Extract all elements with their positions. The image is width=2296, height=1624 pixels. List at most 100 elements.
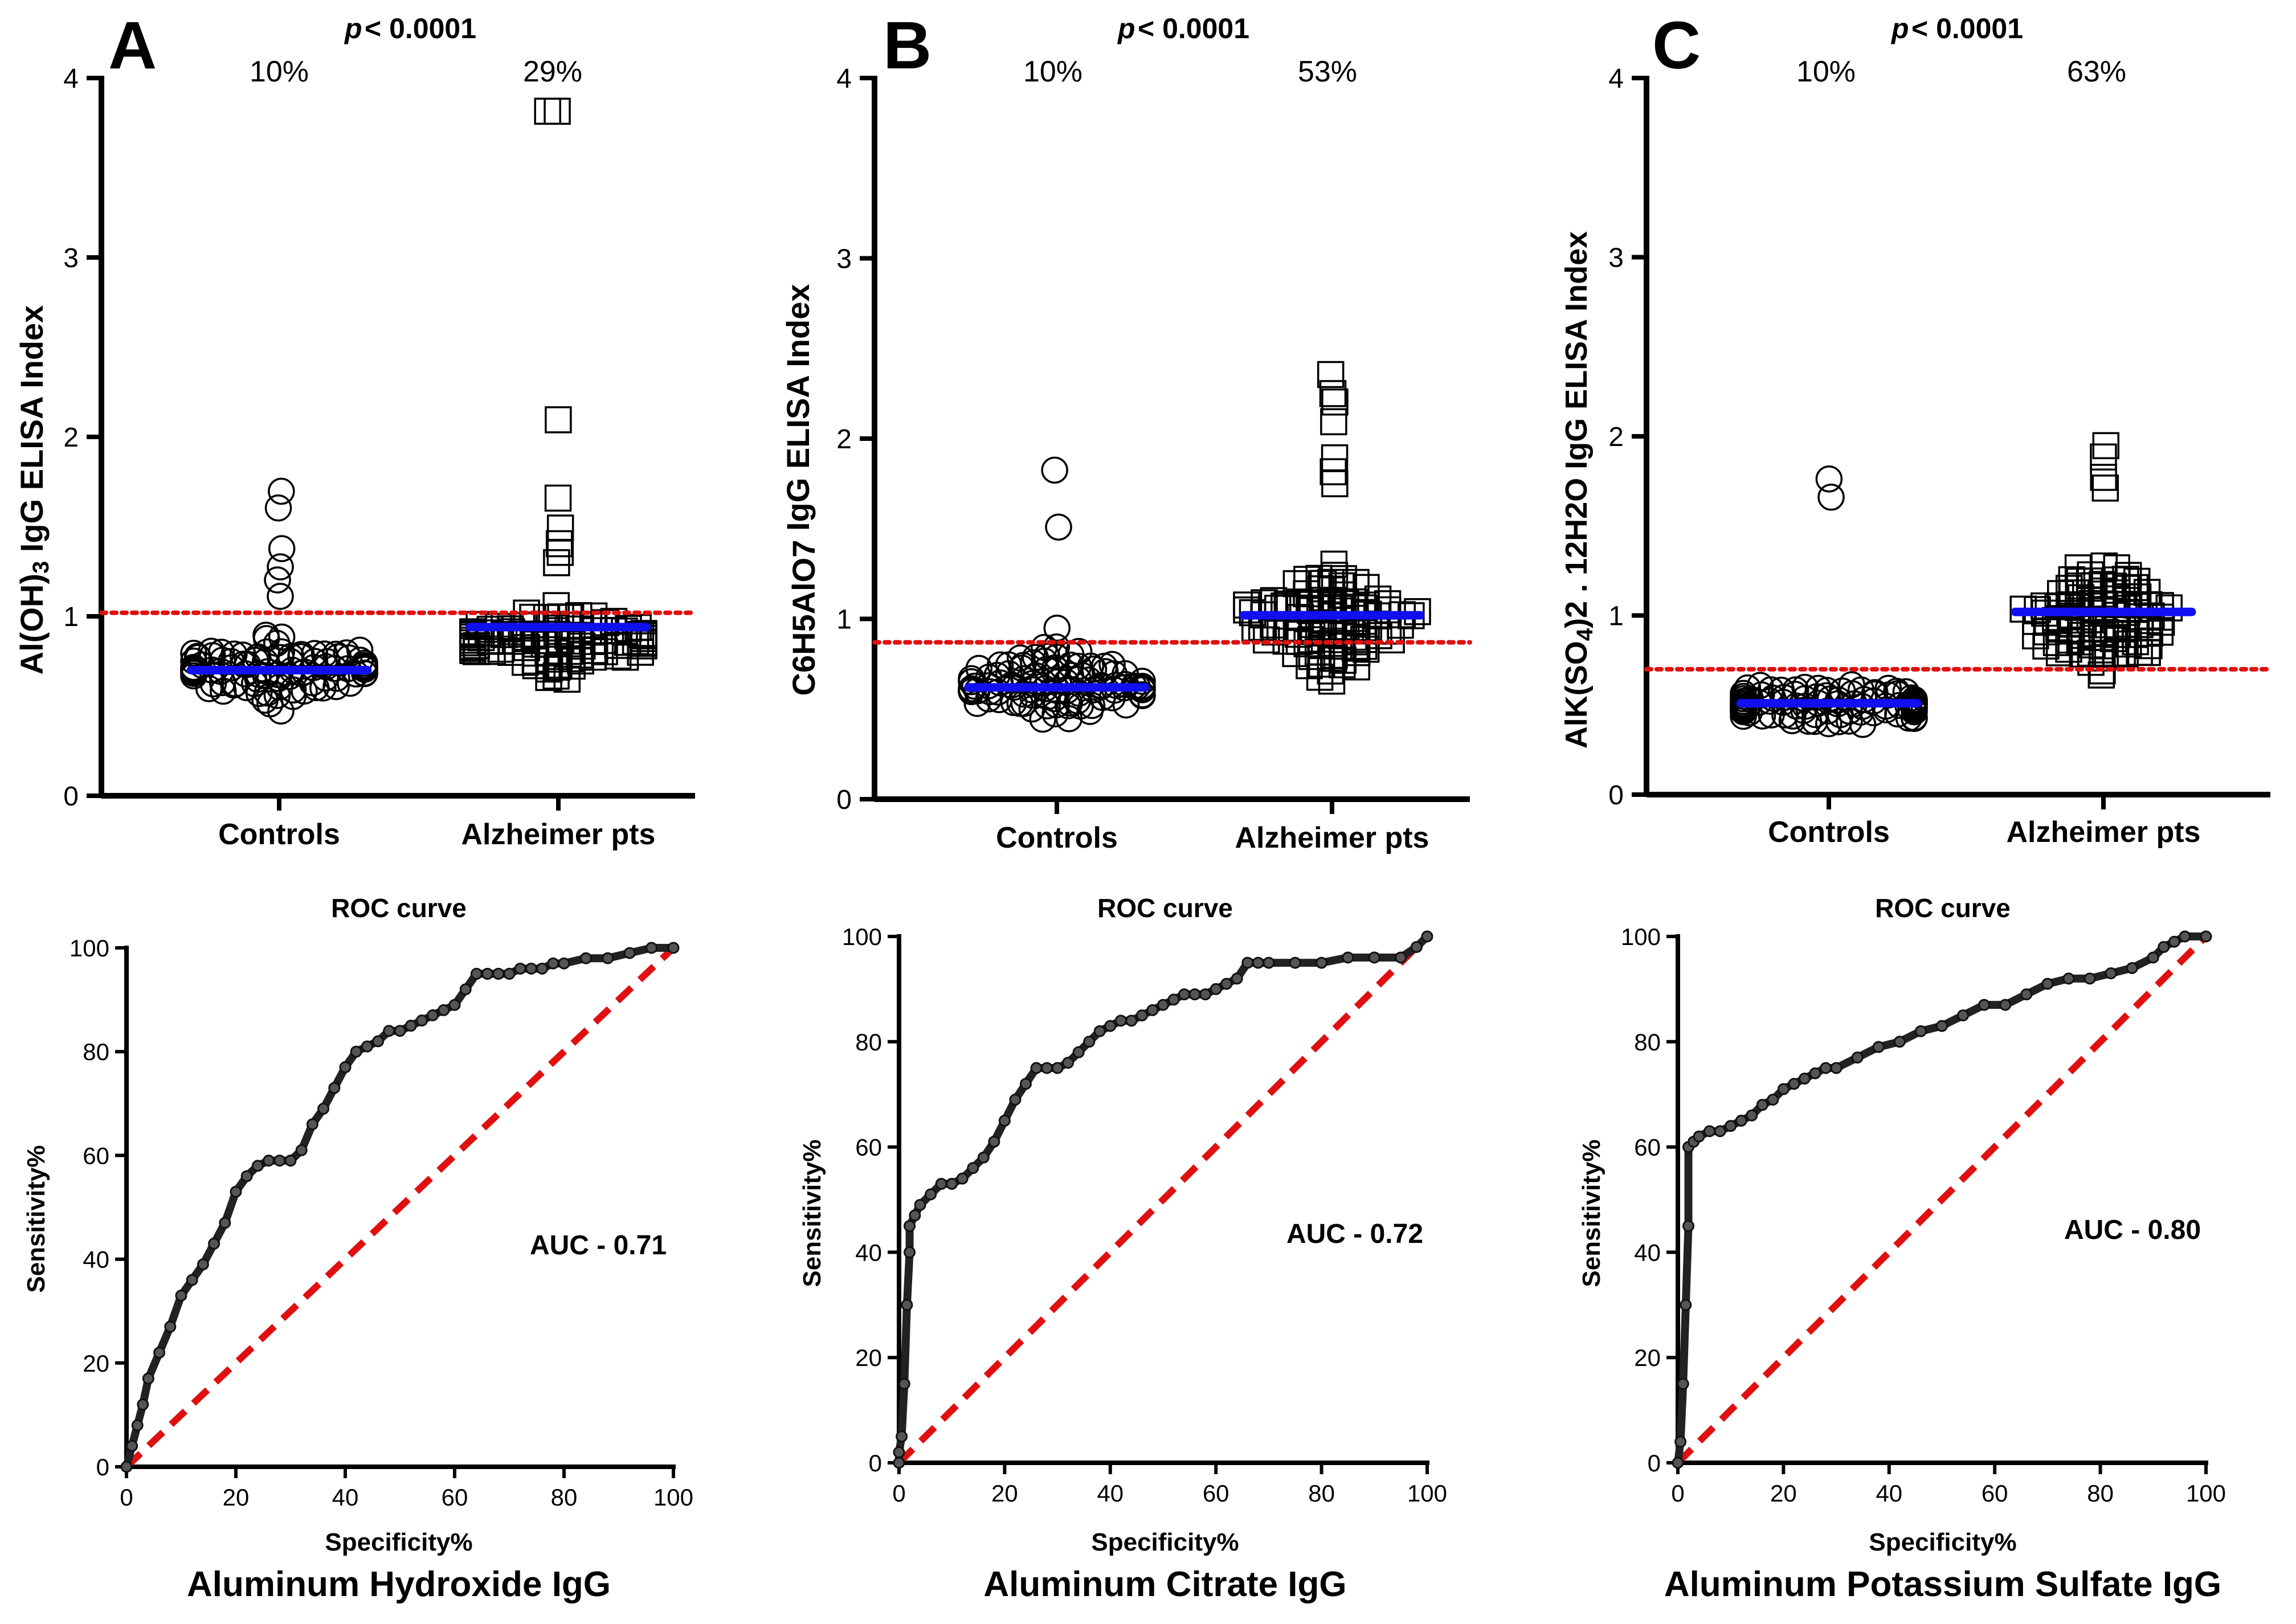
data-point-controls: [1849, 711, 1877, 738]
roc-y-tick-label: 100: [842, 923, 882, 950]
data-point-alzheimer: [1321, 388, 1349, 416]
data-point-alzheimer: [2090, 443, 2117, 471]
roc-point: [2062, 972, 2075, 985]
data-point-alzheimer: [542, 592, 570, 619]
roc-plot-area: 0 20 40 60 80 100 0 20 40 60 80 100: [1621, 923, 2226, 1507]
roc-point: [1872, 1041, 1885, 1053]
roc-point: [1241, 956, 1254, 969]
data-point-alzheimer: [630, 620, 657, 647]
data-point-controls: [1022, 644, 1049, 671]
data-point-alzheimer: [1282, 570, 1310, 598]
roc-point: [1125, 1015, 1138, 1027]
roc-point: [328, 1082, 341, 1094]
scatter-panel-b: B p < 0.0001 10% 53% C6H5AlO7 IgG ELISA …: [780, 8, 1472, 854]
data-point-alzheimer: [2055, 575, 2083, 602]
roc-y-axis-label: Sensitivity%: [798, 1139, 826, 1287]
data-point-controls: [1041, 456, 1068, 484]
roc-point: [1830, 1062, 1842, 1074]
roc-point: [1368, 951, 1380, 964]
data-point-controls: [252, 625, 280, 652]
roc-point: [481, 968, 494, 980]
data-point-controls: [267, 553, 294, 580]
data-point-controls: [279, 682, 307, 710]
roc-point: [525, 962, 537, 975]
p-value-label: p: [344, 13, 362, 44]
roc-point: [1210, 983, 1222, 995]
roc-point: [197, 1258, 209, 1271]
roc-point: [142, 1372, 154, 1385]
y-tick-label: 1: [63, 602, 79, 632]
roc-point: [893, 1446, 905, 1459]
roc-point: [2147, 951, 2159, 964]
data-point-alzheimer: [534, 97, 561, 125]
roc-point: [372, 1035, 385, 1048]
data-point-alzheimer: [522, 652, 550, 680]
data-point-controls: [1007, 644, 1034, 672]
roc-y-tick-label: 60: [1634, 1134, 1661, 1161]
roc-point: [2083, 972, 2096, 985]
data-point-alzheimer: [1309, 609, 1337, 637]
y-tick-label: 1: [836, 605, 852, 635]
data-point-controls: [965, 654, 993, 682]
roc-point: [1788, 1078, 1800, 1090]
roc-point: [1030, 1062, 1043, 1074]
roc-point: [935, 1177, 947, 1190]
data-point-controls: [1055, 705, 1083, 733]
roc-title: ROC curve: [1097, 893, 1233, 923]
roc-point: [164, 1320, 177, 1333]
roc-point: [896, 1430, 908, 1443]
percent-label-alzheimer: 29%: [523, 55, 582, 88]
roc-point: [1978, 999, 1991, 1011]
y-axis-label: Al(OH)3 IgG ELISA Index: [14, 305, 54, 675]
roc-point: [1957, 1009, 1970, 1022]
roc-point: [1252, 956, 1264, 969]
roc-x-tick-label: 20: [223, 1484, 250, 1511]
roc-y-axis-label: Sensitivity%: [22, 1145, 50, 1292]
roc-reference-diagonal: [896, 934, 1430, 1466]
roc-point: [284, 1155, 297, 1167]
roc-point: [623, 947, 636, 959]
roc-point: [230, 1185, 242, 1198]
roc-point: [120, 1461, 133, 1473]
roc-point: [998, 1114, 1011, 1127]
roc-x-tick-label: 60: [1203, 1480, 1229, 1507]
roc-point: [415, 1015, 428, 1027]
panel-letter: C: [1652, 8, 1701, 83]
roc-point: [2158, 940, 2170, 953]
data-point-alzheimer: [1330, 565, 1358, 592]
roc-point: [967, 1162, 979, 1175]
roc-point: [2126, 962, 2138, 974]
data-point-controls: [1080, 655, 1108, 683]
roc-point: [536, 962, 549, 975]
roc-point: [126, 1440, 138, 1453]
roc-point: [1421, 930, 1433, 943]
roc-x-tick-label: 40: [332, 1484, 359, 1511]
data-point-controls: [195, 675, 223, 702]
scatter-panel-a: A p < 0.0001 10% 29% Al(OH)3 IgG ELISA I…: [14, 8, 697, 851]
roc-point: [2200, 930, 2212, 943]
data-point-alzheimer: [1320, 550, 1348, 578]
data-point-controls: [309, 674, 337, 702]
roc-point: [602, 952, 614, 964]
roc-y-tick-label: 80: [855, 1029, 882, 1056]
roc-point: [925, 1188, 937, 1201]
roc-point: [1677, 1377, 1689, 1390]
roc-x-tick-label: 20: [991, 1480, 1018, 1507]
roc-y-tick-label: 20: [83, 1350, 109, 1377]
y-axis-label: AlK(SO4)2 . 12H2O IgG ELISA Index: [1559, 231, 1598, 748]
data-point-alzheimer: [1321, 470, 1349, 497]
data-point-alzheimer: [543, 549, 570, 576]
roc-point: [956, 1172, 969, 1185]
roc-x-tick-label: 80: [1308, 1480, 1335, 1507]
data-point-alzheimer: [2087, 661, 2115, 689]
roc-x-tick-label: 100: [653, 1484, 693, 1511]
roc-point: [1893, 1036, 1906, 1048]
y-tick-label: 0: [1608, 780, 1624, 811]
data-point-controls: [268, 623, 296, 651]
data-point-alzheimer: [1341, 635, 1369, 662]
roc-point: [988, 1135, 1000, 1148]
roc-point: [1682, 1220, 1695, 1232]
data-point-controls: [1029, 705, 1056, 733]
data-point-alzheimer: [553, 665, 581, 693]
roc-point: [350, 1045, 362, 1058]
